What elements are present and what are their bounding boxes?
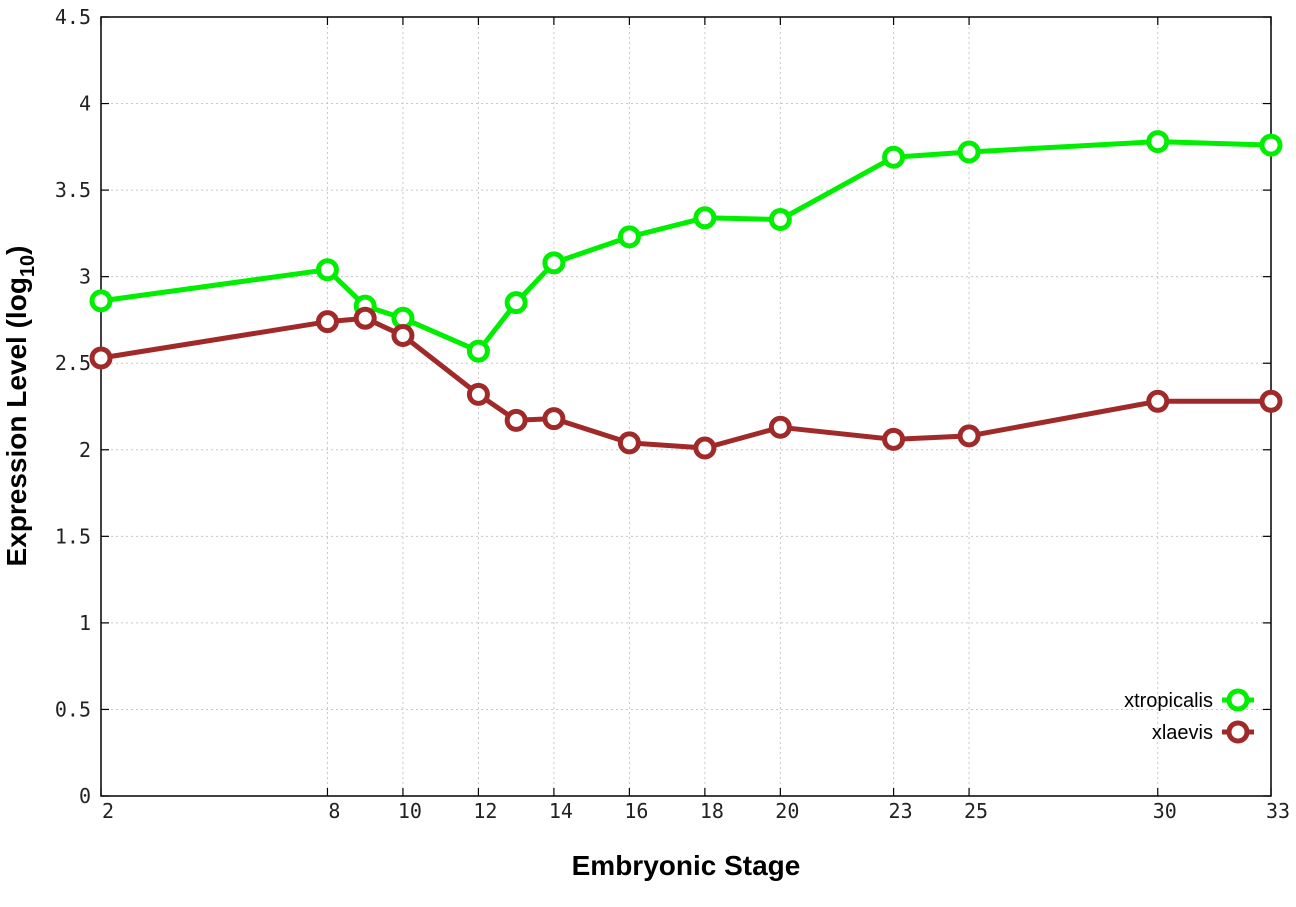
y-tick-label: 3.5: [55, 178, 91, 202]
series-line: [100, 139, 1272, 354]
y-tick-label: 0.5: [55, 697, 91, 721]
data-point: [466, 382, 490, 406]
x-tick-label: 10: [398, 799, 422, 823]
y-tick-label: 2.5: [55, 351, 91, 375]
data-point: [768, 415, 792, 439]
x-tick-label: 14: [549, 799, 573, 823]
y-tick-labels: 0 0.5 1 1.5 2 2.5 3 3.5 4 4.5: [55, 5, 91, 808]
y-tick-label: 4.5: [55, 5, 91, 29]
data-point: [391, 324, 415, 348]
series-xlaevis: [89, 306, 1283, 460]
data-point: [882, 427, 906, 451]
data-point: [89, 289, 113, 313]
plot-frame: [100, 16, 1272, 797]
x-tick-label: 33: [1266, 799, 1290, 823]
series-xtropicalis: [89, 130, 1283, 363]
data-point: [768, 208, 792, 232]
x-tick-label: 18: [700, 799, 724, 823]
data-point: [957, 424, 981, 448]
data-point: [617, 225, 641, 249]
x-tick-label: 25: [964, 799, 988, 823]
y-tick-label: 1: [79, 611, 91, 635]
x-tick-label: 30: [1153, 799, 1177, 823]
y-tick-label: 1.5: [55, 524, 91, 548]
data-point: [617, 431, 641, 455]
y-tick-label: 4: [79, 92, 91, 116]
data-point: [89, 346, 113, 370]
data-point: [504, 291, 528, 315]
legend-item-xtropicalis: xtropicalis: [1124, 688, 1254, 712]
axes: [100, 16, 1272, 797]
x-tick-labels: 2 8 10 12 14 16 18 20 23 25 30 33: [102, 799, 1290, 823]
y-tick-label: 3: [79, 265, 91, 289]
legend-item-xlaevis: xlaevis: [1152, 720, 1254, 744]
data-point: [504, 408, 528, 432]
data-point: [882, 145, 906, 169]
x-tick-label: 16: [624, 799, 648, 823]
data-point: [466, 339, 490, 363]
data-point: [1259, 133, 1283, 157]
data-point: [1259, 389, 1283, 413]
data-point: [542, 251, 566, 275]
data-point: [693, 206, 717, 230]
x-tick-label: 8: [328, 799, 340, 823]
data-point: [315, 258, 339, 282]
legend-label: xtropicalis: [1124, 690, 1213, 712]
legend: xtropicalis xlaevis: [1124, 688, 1254, 744]
data-point: [957, 140, 981, 164]
data-point: [1146, 389, 1170, 413]
x-tick-label: 12: [473, 799, 497, 823]
data-point: [542, 407, 566, 431]
legend-label: xlaevis: [1152, 722, 1213, 744]
series-line: [100, 315, 1271, 451]
grid: [101, 17, 1271, 796]
data-point: [693, 436, 717, 460]
series: [89, 130, 1283, 460]
legend-marker: [1226, 720, 1250, 744]
x-tick-label: 20: [775, 799, 799, 823]
x-tick-label: 23: [889, 799, 913, 823]
y-tick-label: 2: [79, 438, 91, 462]
y-tick-label: 0: [79, 784, 91, 808]
data-point: [1146, 130, 1170, 154]
y-axis-title: Expression Level (log10): [1, 246, 39, 567]
data-point: [315, 310, 339, 334]
x-axis-title: Embryonic Stage: [572, 850, 801, 881]
data-point: [353, 306, 377, 330]
x-tick-label: 2: [102, 799, 114, 823]
legend-marker: [1226, 688, 1250, 712]
